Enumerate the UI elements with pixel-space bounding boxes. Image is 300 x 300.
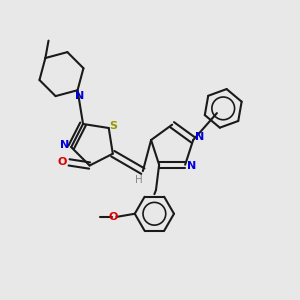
- Text: N: N: [60, 140, 70, 150]
- Text: S: S: [110, 122, 118, 131]
- Text: O: O: [109, 212, 118, 222]
- Text: H: H: [135, 175, 143, 185]
- Text: N: N: [195, 133, 204, 142]
- Text: N: N: [188, 161, 197, 171]
- Text: O: O: [57, 158, 67, 167]
- Text: N: N: [74, 91, 84, 101]
